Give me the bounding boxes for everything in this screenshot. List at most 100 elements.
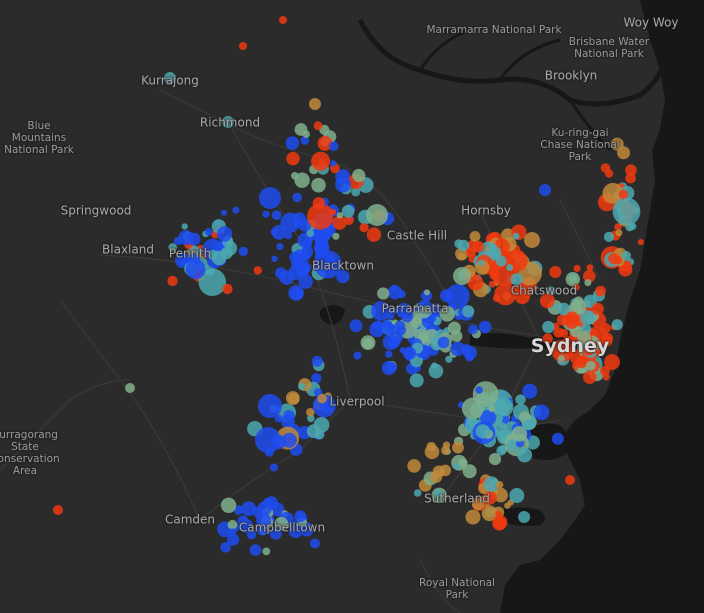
data-point xyxy=(454,239,464,249)
data-point xyxy=(286,151,300,166)
label-parramatta: Parramatta xyxy=(381,301,449,316)
data-point xyxy=(463,345,477,360)
data-point xyxy=(335,176,351,193)
data-point xyxy=(309,538,320,549)
data-point xyxy=(302,130,311,138)
label-brooklyn: Brooklyn xyxy=(544,68,598,83)
data-point xyxy=(362,338,374,349)
data-point xyxy=(402,346,416,360)
data-point xyxy=(125,383,135,393)
data-point xyxy=(276,242,284,251)
data-point xyxy=(274,414,283,423)
data-point xyxy=(239,42,247,50)
data-point xyxy=(604,169,614,178)
data-point xyxy=(311,373,322,384)
data-point xyxy=(450,330,463,342)
data-point xyxy=(504,502,511,509)
data-point xyxy=(288,285,304,301)
data-point xyxy=(419,334,428,343)
data-point xyxy=(241,501,257,517)
data-point xyxy=(522,383,538,399)
data-point xyxy=(450,341,465,357)
data-point xyxy=(621,251,631,261)
data-point xyxy=(366,227,382,242)
hawkesbury-river xyxy=(357,18,668,107)
data-point xyxy=(332,215,347,230)
data-point xyxy=(440,289,453,303)
data-point xyxy=(595,285,606,297)
data-point xyxy=(571,299,587,315)
label-richmond: Richmond xyxy=(199,115,261,130)
data-point xyxy=(452,441,464,454)
data-point xyxy=(263,497,273,507)
data-point xyxy=(326,254,336,265)
data-point xyxy=(247,522,254,530)
data-point xyxy=(573,264,581,272)
data-point xyxy=(510,273,523,286)
label-blue-mountains: Blue Mountains National Park xyxy=(4,120,74,156)
data-point xyxy=(431,362,438,370)
data-point xyxy=(495,481,504,489)
data-point xyxy=(488,453,502,466)
data-point xyxy=(167,275,178,287)
data-point xyxy=(565,311,579,325)
data-point xyxy=(307,414,315,423)
data-point xyxy=(387,312,395,320)
data-point xyxy=(506,264,514,271)
data-point xyxy=(437,336,450,349)
data-point xyxy=(228,528,237,536)
data-point xyxy=(453,267,471,285)
data-point xyxy=(471,497,485,511)
data-point xyxy=(313,417,330,433)
data-point xyxy=(542,320,555,334)
data-point xyxy=(575,356,588,369)
data-point xyxy=(220,497,237,513)
data-point xyxy=(298,274,313,289)
data-point xyxy=(227,519,238,530)
data-point xyxy=(390,307,398,315)
data-point xyxy=(198,268,227,297)
data-point xyxy=(270,463,278,472)
data-point xyxy=(262,210,270,218)
data-point xyxy=(282,521,290,530)
data-point xyxy=(546,286,556,296)
data-point xyxy=(488,280,496,288)
data-point xyxy=(221,209,227,216)
data-point xyxy=(255,427,281,453)
data-point xyxy=(311,151,331,171)
data-point xyxy=(306,229,314,237)
label-brisbane-water: Brisbane Water National Park xyxy=(568,36,650,60)
lake xyxy=(319,305,345,325)
data-point xyxy=(259,187,281,209)
data-point xyxy=(271,255,278,262)
data-point xyxy=(558,355,565,362)
data-point xyxy=(164,72,176,84)
data-point xyxy=(53,505,63,515)
data-point xyxy=(492,294,501,302)
data-point xyxy=(238,246,248,257)
data-point xyxy=(439,306,456,322)
data-point xyxy=(313,121,323,131)
data-point xyxy=(542,333,553,345)
data-point xyxy=(533,404,550,421)
label-penrith: Penrith xyxy=(168,246,212,261)
data-point xyxy=(298,218,312,232)
data-point xyxy=(233,505,244,515)
data-point xyxy=(577,331,592,345)
data-point xyxy=(311,177,326,193)
data-point xyxy=(311,355,323,367)
label-campbelltown: Campbelltown xyxy=(238,520,326,535)
data-point xyxy=(432,465,445,478)
data-point xyxy=(637,239,645,246)
data-point xyxy=(288,393,300,405)
data-point xyxy=(270,228,277,235)
data-point xyxy=(222,116,234,128)
data-point xyxy=(249,544,262,556)
label-castle-hill: Castle Hill xyxy=(386,228,448,243)
data-point xyxy=(518,511,531,523)
data-point xyxy=(409,373,424,388)
data-point xyxy=(424,289,430,296)
data-point xyxy=(418,306,431,319)
